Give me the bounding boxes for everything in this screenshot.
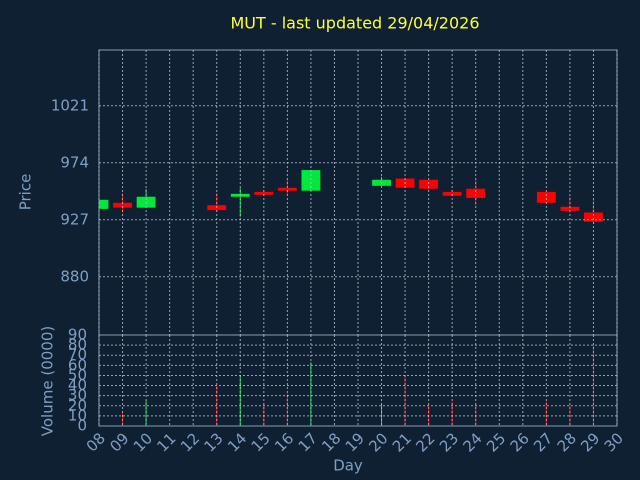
y-tick-label: 10 (68, 406, 87, 424)
y-tick-label: 80 (68, 336, 87, 354)
candle-body (254, 191, 274, 195)
y-tick-label: 0 (77, 417, 87, 435)
y-tick-label: 927 (60, 210, 89, 228)
y-tick-label: 70 (68, 346, 87, 364)
candle-body (419, 179, 439, 189)
candle-body (277, 187, 297, 191)
y-tick-label: 50 (68, 366, 87, 384)
candle-body (536, 191, 556, 203)
y-tick-label: 1021 (51, 96, 89, 114)
y-tick-label: 30 (68, 386, 87, 404)
candle-body (584, 212, 603, 222)
y-axis-label: Price (17, 174, 35, 211)
candle-body (466, 188, 486, 198)
candle-body (113, 202, 132, 208)
chart-title: MUT - last updated 29/04/2026 (230, 14, 479, 33)
y-tick-label: 974 (60, 153, 89, 171)
candle-body (301, 170, 321, 191)
candle-body (442, 191, 462, 196)
y-axis-label: Volume (0000) (39, 326, 57, 436)
candle-body (560, 206, 580, 211)
y-tick-label: 60 (68, 356, 87, 374)
y-tick-label: 880 (60, 267, 89, 285)
x-axis-label: Day (333, 457, 363, 475)
y-tick-label: 20 (68, 396, 87, 414)
candle-body (99, 199, 109, 209)
y-tick-label: 40 (68, 376, 87, 394)
y-tick-label: 90 (68, 326, 87, 344)
